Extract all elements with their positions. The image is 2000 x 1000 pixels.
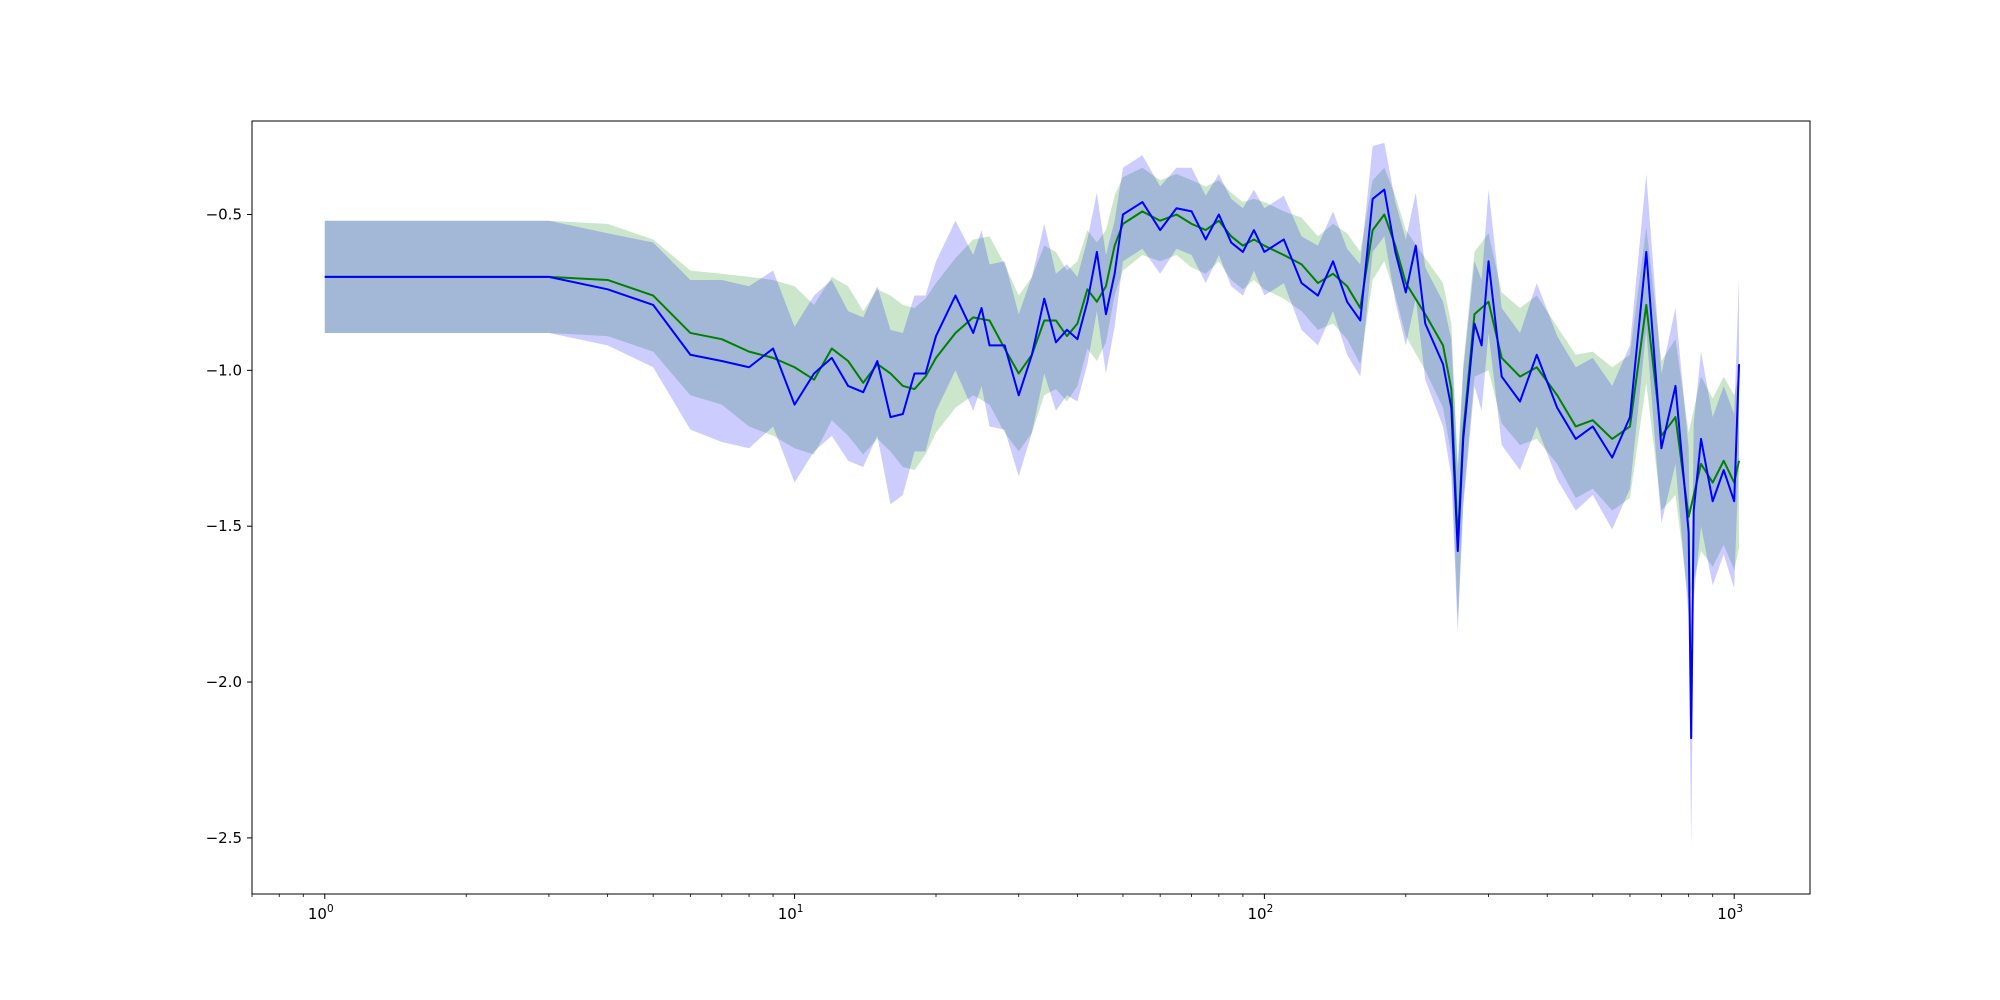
plot-frame xyxy=(251,120,1811,895)
y-tick-label: −1.5 xyxy=(206,517,242,535)
x-tick-label: 101 xyxy=(778,903,804,923)
y-tick-label: −2.5 xyxy=(206,829,242,847)
y-axis: −2.5 −2.0 −1.5 −1.0 −0.5 xyxy=(206,206,252,847)
x-axis: 100 101 102 103 xyxy=(251,894,1743,923)
y-tick-label: −0.5 xyxy=(206,206,242,224)
series-2-line xyxy=(324,188,1741,740)
x-tick-label: 103 xyxy=(1717,903,1743,923)
y-tick-label: −2.0 xyxy=(206,673,242,691)
uncertainty-bands xyxy=(324,142,1740,848)
x-tick-label: 102 xyxy=(1247,903,1273,923)
series-1-band xyxy=(324,167,1740,620)
y-tick-label: −1.0 xyxy=(206,361,242,379)
x-tick-label: 100 xyxy=(308,903,334,923)
series-1-line xyxy=(324,210,1741,543)
series-2-band xyxy=(324,142,1740,848)
series-lines xyxy=(324,188,1741,740)
